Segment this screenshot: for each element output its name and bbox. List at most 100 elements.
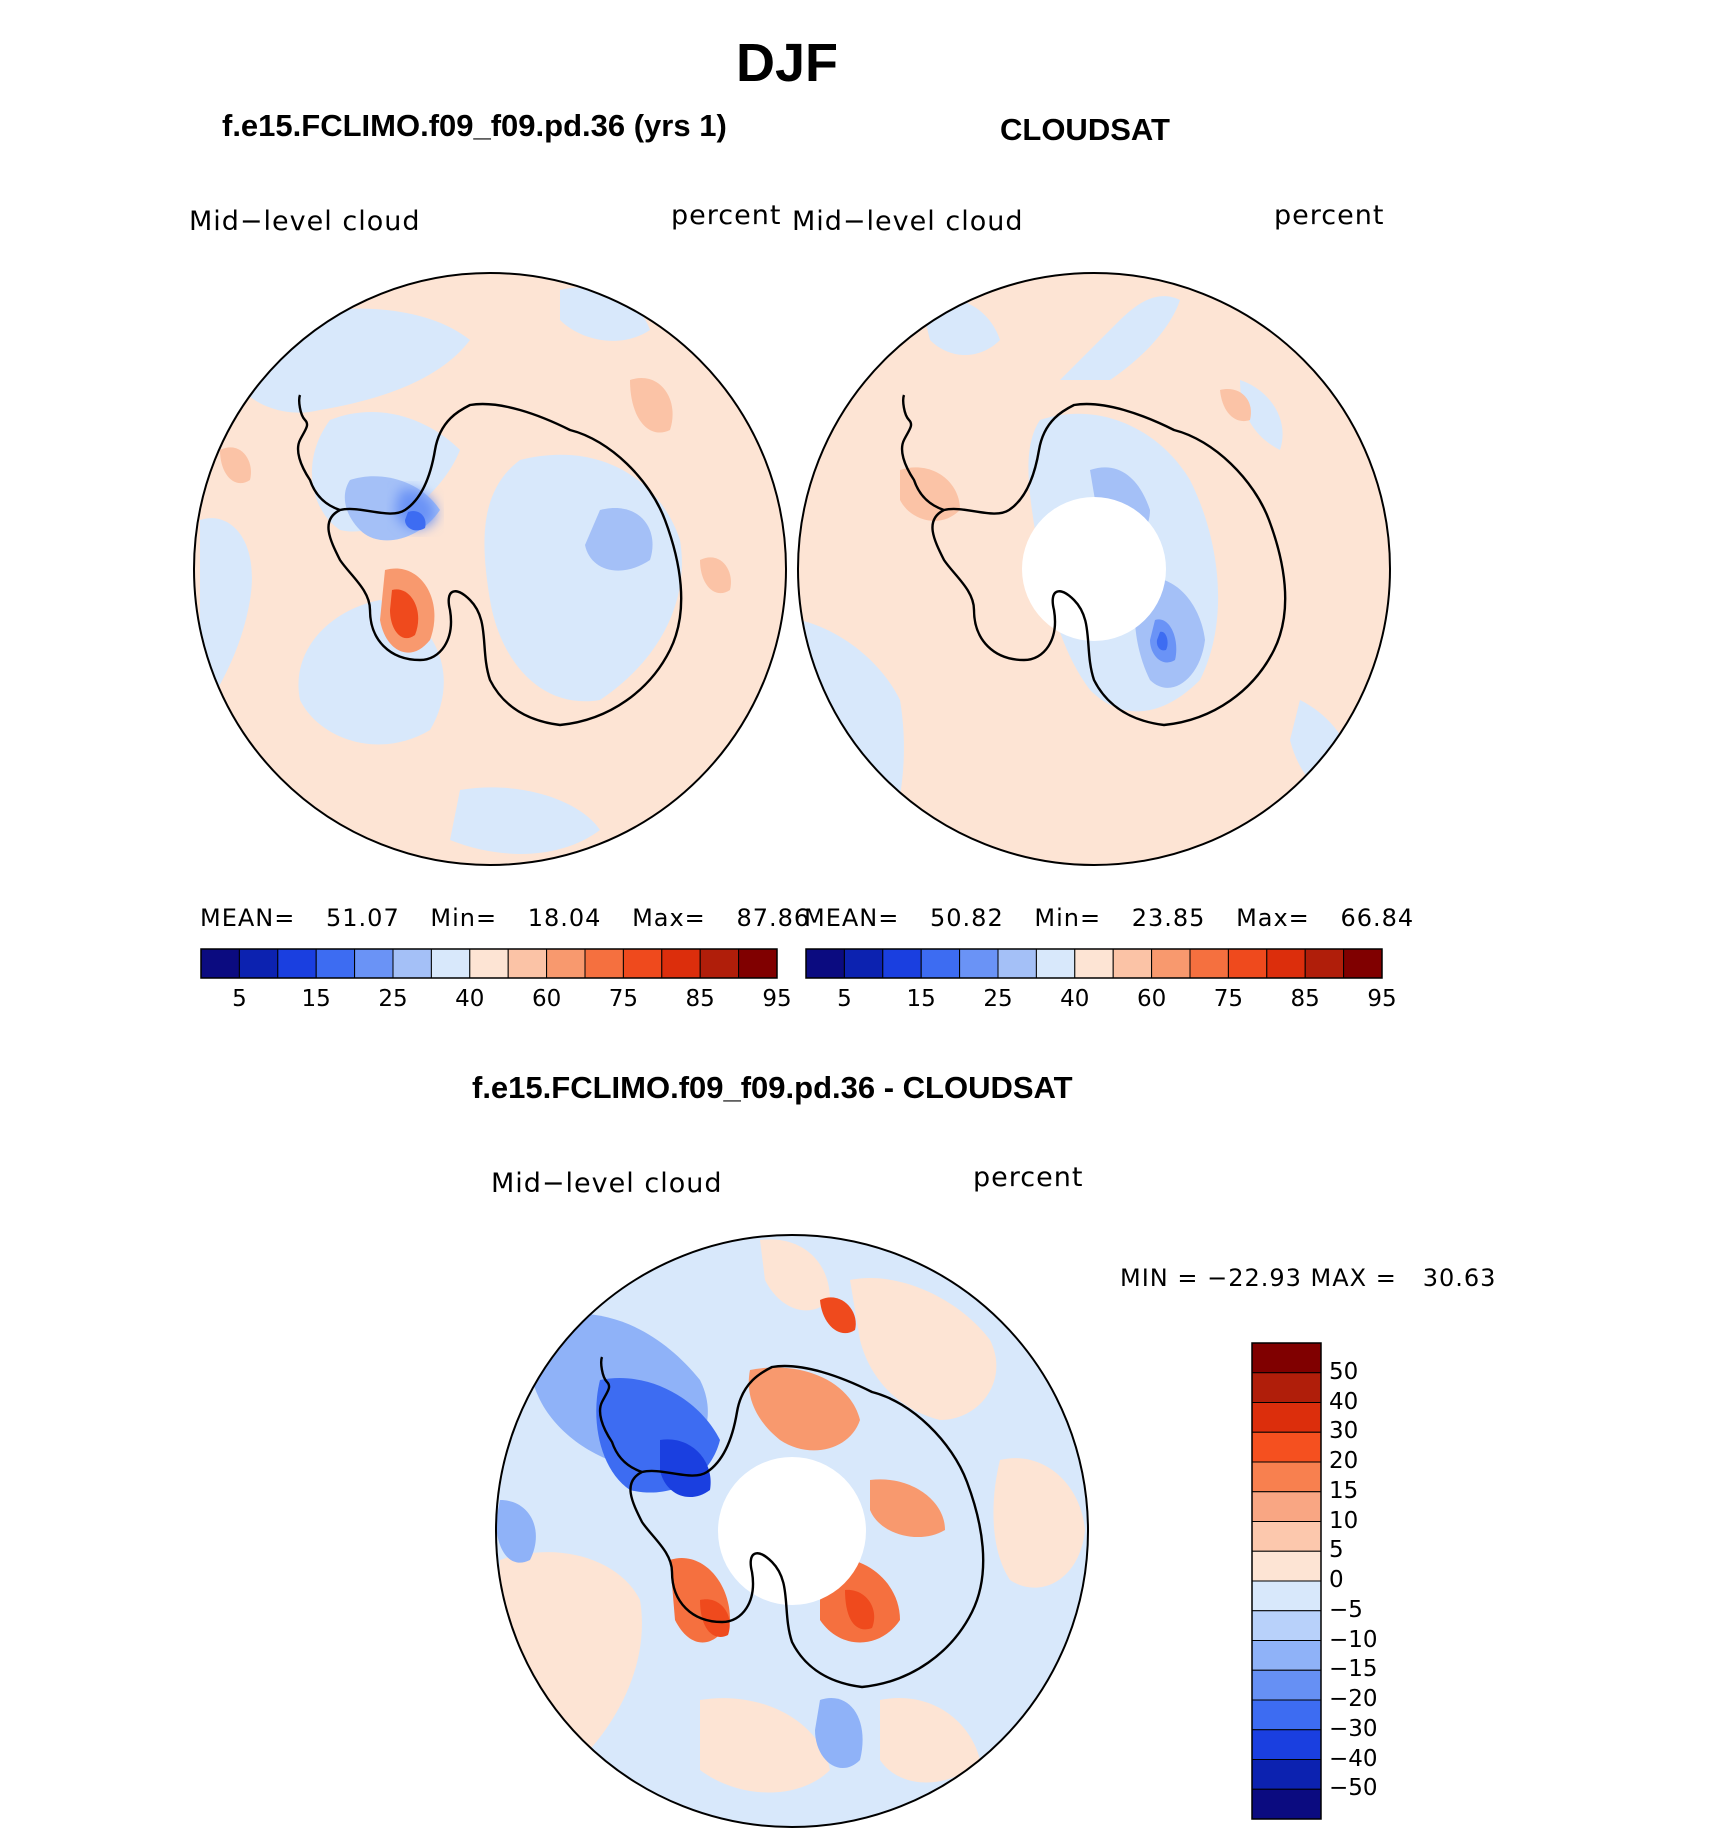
map3-peninsula-coastline: [598, 1356, 643, 1474]
panel3-title: f.e15.FCLIMO.f09_f09.pd.36 - CLOUDSAT: [472, 1070, 1073, 1105]
colorbar2: [805, 948, 1383, 979]
colorbar1-swatch: [430, 948, 471, 979]
colorbar3-tick-label: −40: [1329, 1745, 1378, 1772]
colorbar3-tick-label: −5: [1329, 1596, 1363, 1623]
panel2-min-label: Min=: [1034, 904, 1102, 932]
colorbar2-tick-label: 75: [1213, 986, 1244, 1012]
panel2-title: CLOUDSAT: [1000, 112, 1170, 147]
panel2-stats: MEAN= 50.82 Min= 23.85 Max= 66.84: [804, 904, 1414, 932]
colorbar2-swatch: [1035, 948, 1076, 979]
colorbar1-swatch: [661, 948, 701, 979]
panel1-mean-label: MEAN=: [200, 904, 296, 932]
panel3-minmax-text: MIN = −22.93 MAX = 30.63: [1120, 1264, 1497, 1292]
colorbar2-swatch: [1304, 948, 1345, 979]
map2-missing-data-hole: [1022, 497, 1166, 641]
colorbar1-tick-label: 60: [531, 986, 562, 1012]
colorbar3-tick-label: 0: [1329, 1567, 1344, 1593]
panel2-units-label: percent: [1274, 200, 1385, 231]
colorbar3-swatch: [1251, 1610, 1322, 1641]
colorbar1-swatch: [277, 948, 317, 979]
colorbar3-swatch: [1251, 1461, 1322, 1493]
map3-boundary: [495, 1234, 1089, 1828]
panel1-units-label: percent: [671, 200, 782, 231]
map2-antarctica-coastline: [931, 402, 1287, 727]
colorbar2-outline: [805, 948, 1383, 979]
map1-boundary: [193, 272, 787, 866]
colorbar1-tick-label: 75: [608, 986, 639, 1012]
colorbar2-swatch: [997, 948, 1037, 979]
map3-antarctica-coastline: [629, 1364, 985, 1689]
colorbar3-swatch: [1251, 1431, 1322, 1463]
colorbar2-swatch: [1343, 948, 1383, 979]
map1-peninsula-coastline: [296, 394, 341, 512]
colorbar1-swatch: [200, 948, 240, 979]
colorbar1-swatch: [738, 948, 778, 979]
colorbar2-tick-label: 5: [837, 986, 852, 1012]
colorbar2-tick-label: 60: [1136, 986, 1167, 1012]
colorbar1-tick-label: 85: [685, 986, 715, 1012]
panel3-variable-label: Mid−level cloud: [491, 1168, 723, 1199]
colorbar1-swatch: [354, 948, 394, 979]
colorbar3-swatch: [1251, 1669, 1322, 1701]
panel2-mean-label: MEAN=: [804, 904, 900, 932]
colorbar3-swatch: [1251, 1372, 1322, 1403]
colorbar1-swatch: [584, 948, 624, 979]
panel1-stats: MEAN= 51.07 Min= 18.04 Max= 87.86: [200, 904, 810, 932]
colorbar2-swatch: [882, 948, 922, 979]
map2-cloudsat-mid-level-cloud: [797, 272, 1391, 866]
map2-boundary: [797, 272, 1391, 866]
panel1-mean-value: 51.07: [326, 904, 400, 932]
figure-title: DJF: [736, 33, 839, 93]
colorbar3-tick-label: 50: [1329, 1358, 1359, 1385]
colorbar1-swatch: [622, 948, 663, 979]
colorbar2-tick-label: 15: [906, 986, 936, 1012]
colorbar1-tick-label: 40: [455, 986, 485, 1012]
panel1-max-label: Max=: [632, 904, 706, 932]
panel2-variable-label: Mid−level cloud: [792, 206, 1024, 237]
colorbar2-swatch: [1112, 948, 1153, 979]
colorbar3-tick-label: −50: [1329, 1775, 1378, 1802]
panel2-min-value: 23.85: [1131, 904, 1206, 932]
colorbar1-swatch: [507, 948, 548, 979]
colorbar3-swatch: [1251, 1788, 1322, 1820]
colorbar2-swatch: [959, 948, 999, 979]
map1-antarctica-coastline: [327, 402, 683, 727]
panel1-max-value: 87.86: [736, 904, 811, 932]
map1-model-mid-level-cloud: [193, 272, 787, 866]
colorbar3-tick-label: 20: [1329, 1448, 1359, 1474]
colorbar3-swatch: [1251, 1640, 1322, 1671]
colorbar2-tick-label: 40: [1060, 986, 1090, 1012]
colorbar3-tick-label: 15: [1329, 1477, 1359, 1504]
colorbar1-swatch: [699, 948, 740, 979]
colorbar2-swatch: [843, 948, 884, 979]
colorbar2-swatch: [1074, 948, 1114, 979]
colorbar2-tick-label: 25: [983, 986, 1013, 1012]
colorbar3-tick-label: −30: [1329, 1715, 1378, 1742]
colorbar3-tick-label: −10: [1329, 1626, 1378, 1653]
colorbar3-swatch: [1251, 1491, 1322, 1522]
colorbar3-difference: [1251, 1342, 1322, 1820]
colorbar2-swatch: [1266, 948, 1306, 979]
panel2-max-value: 66.84: [1340, 904, 1415, 932]
colorbar3-outline: [1251, 1342, 1322, 1820]
colorbar1: [200, 948, 778, 979]
colorbar3-tick-label: −15: [1329, 1656, 1378, 1683]
panel3-units-label: percent: [973, 1162, 1084, 1193]
colorbar2-swatch: [805, 948, 845, 979]
colorbar3-swatch: [1251, 1342, 1322, 1374]
colorbar2-swatch: [1227, 948, 1268, 979]
colorbar3-swatch: [1251, 1521, 1322, 1552]
map3-difference-mid-level-cloud: [495, 1234, 1089, 1828]
colorbar2-swatch: [920, 948, 961, 979]
colorbar3-tick-label: 10: [1329, 1507, 1359, 1534]
colorbar1-swatch: [238, 948, 279, 979]
panel2-max-label: Max=: [1236, 904, 1310, 932]
colorbar3-swatch: [1251, 1699, 1322, 1731]
map2-peninsula-coastline: [900, 394, 945, 512]
colorbar2-tick-label: 85: [1290, 986, 1320, 1012]
panel1-variable-label: Mid−level cloud: [189, 206, 421, 237]
colorbar1-swatch: [546, 948, 586, 979]
colorbar3-tick-label: 30: [1329, 1418, 1359, 1445]
colorbar2-swatch: [1151, 948, 1191, 979]
